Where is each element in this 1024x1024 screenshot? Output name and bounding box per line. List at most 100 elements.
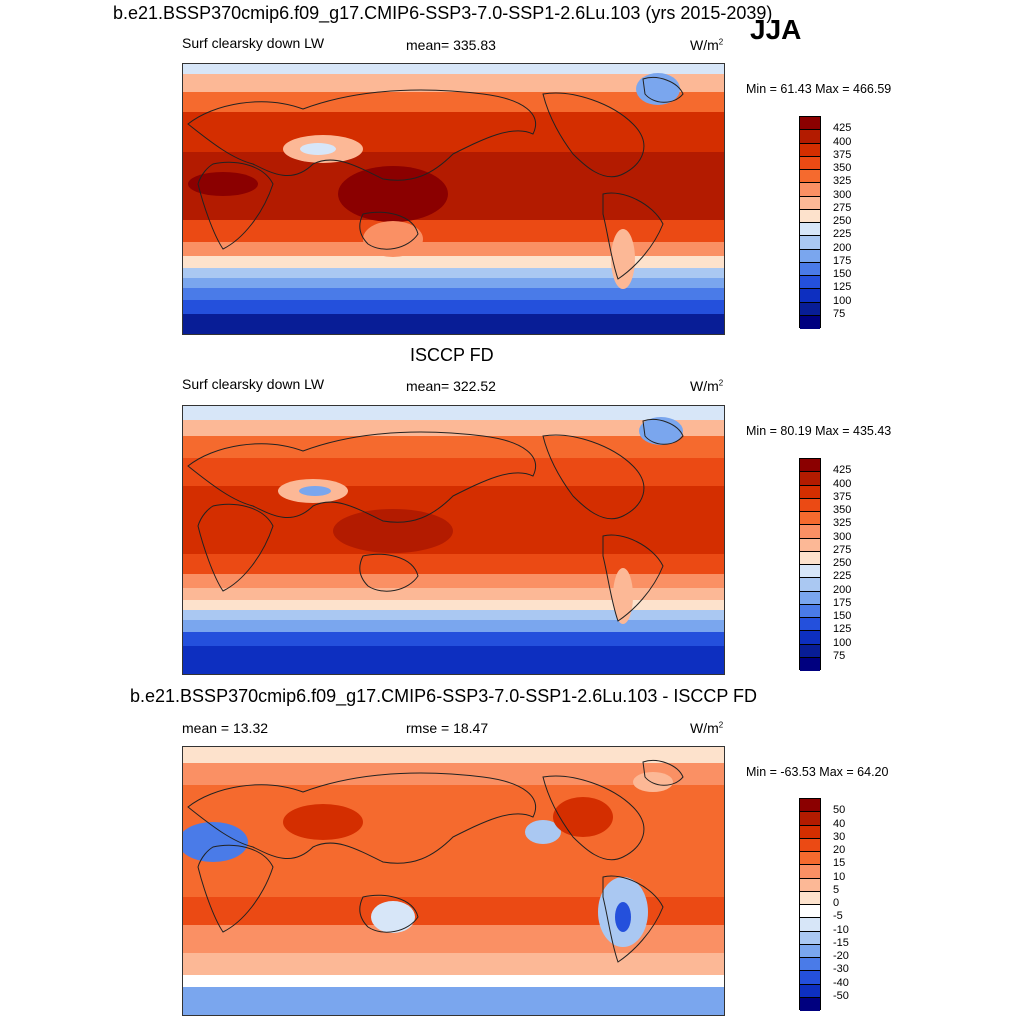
colorbar-swatch xyxy=(800,459,820,473)
colorbar-tick-label: 100 xyxy=(833,636,852,649)
panel1-colorbar xyxy=(799,116,821,329)
colorbar-tick-label: 100 xyxy=(833,294,852,307)
panel2-map xyxy=(182,405,725,675)
panel2-units: W/m2 xyxy=(690,378,724,394)
colorbar-swatch xyxy=(800,905,820,919)
colorbar-swatch xyxy=(800,302,820,316)
panel1-variable-label: Surf clearsky down LW xyxy=(182,35,325,51)
colorbar-tick-label: 350 xyxy=(833,162,852,174)
colorbar-tick-label: 425 xyxy=(833,122,852,135)
panel1-minmax: Min = 61.43 Max = 466.59 xyxy=(746,82,892,96)
panel1-title: b.e21.BSSP370cmip6.f09_g17.CMIP6-SSP3-7.… xyxy=(113,3,773,23)
colorbar-tick-label: 325 xyxy=(833,517,852,530)
colorbar-swatch xyxy=(800,262,820,276)
colorbar-swatch xyxy=(800,551,820,565)
colorbar-swatch xyxy=(800,565,820,579)
colorbar-swatch xyxy=(800,838,820,852)
colorbar-swatch xyxy=(800,485,820,499)
colorbar-tick-label: -50 xyxy=(833,989,849,1002)
colorbar-swatch xyxy=(800,618,820,632)
colorbar-swatch xyxy=(800,209,820,223)
colorbar-swatch xyxy=(800,852,820,866)
colorbar-swatch xyxy=(800,591,820,605)
colorbar-tick-label: -5 xyxy=(833,910,843,923)
colorbar-tick-label: 400 xyxy=(833,477,852,490)
colorbar-swatch xyxy=(800,498,820,512)
colorbar-tick-label: 125 xyxy=(833,281,852,294)
colorbar-swatch xyxy=(800,971,820,985)
panel1-mean-label: mean= 335.83 xyxy=(406,37,496,53)
colorbar-swatch xyxy=(800,249,820,263)
colorbar-tick-label: 200 xyxy=(833,241,852,254)
colorbar-tick-label: 225 xyxy=(833,228,852,241)
colorbar-tick-label: 375 xyxy=(833,490,852,503)
colorbar-swatch xyxy=(800,183,820,197)
colorbar-swatch xyxy=(800,918,820,932)
colorbar-tick-label: -10 xyxy=(833,923,849,936)
colorbar-swatch xyxy=(800,538,820,552)
colorbar-swatch xyxy=(800,223,820,237)
colorbar-tick-label: 400 xyxy=(833,135,852,148)
colorbar-swatch xyxy=(800,944,820,958)
colorbar-tick-label: 0 xyxy=(833,897,840,909)
colorbar-tick-label: 75 xyxy=(833,649,846,662)
colorbar-swatch xyxy=(800,825,820,839)
colorbar-swatch xyxy=(800,117,820,131)
colorbar-tick-label: 375 xyxy=(833,148,852,161)
colorbar-swatch xyxy=(800,512,820,526)
season-label: JJA xyxy=(750,14,802,45)
panel2-minmax: Min = 80.19 Max = 435.43 xyxy=(746,424,892,438)
panel2-title: ISCCP FD xyxy=(410,345,494,365)
panel2-mean-label: mean= 322.52 xyxy=(406,378,496,394)
panel3-colorbar xyxy=(799,798,821,1011)
colorbar-swatch xyxy=(800,472,820,486)
colorbar-swatch xyxy=(800,156,820,170)
colorbar-swatch xyxy=(800,958,820,972)
colorbar-swatch xyxy=(800,891,820,905)
colorbar-swatch xyxy=(800,578,820,592)
colorbar-swatch xyxy=(800,130,820,144)
colorbar-tick-label: 350 xyxy=(833,504,852,516)
colorbar-tick-label: 75 xyxy=(833,307,846,320)
colorbar-tick-label: 325 xyxy=(833,175,852,188)
colorbar-tick-label: -15 xyxy=(833,936,849,949)
colorbar-tick-label: 50 xyxy=(833,804,846,817)
panel1-map xyxy=(182,63,725,335)
colorbar-tick-label: 300 xyxy=(833,530,852,543)
colorbar-tick-label: 15 xyxy=(833,857,846,870)
colorbar-swatch xyxy=(800,657,820,671)
colorbar-tick-label: 200 xyxy=(833,583,852,596)
colorbar-swatch xyxy=(800,799,820,813)
panel3-rmse-label: rmse = 18.47 xyxy=(406,720,489,736)
colorbar-tick-label: 150 xyxy=(833,268,852,280)
colorbar-swatch xyxy=(800,143,820,157)
colorbar-tick-label: 175 xyxy=(833,596,852,609)
colorbar-tick-label: -30 xyxy=(833,963,849,976)
panel3-minmax: Min = -63.53 Max = 64.20 xyxy=(746,765,889,779)
panel3-map xyxy=(182,746,725,1016)
colorbar-swatch xyxy=(800,865,820,879)
colorbar-tick-label: 300 xyxy=(833,188,852,201)
colorbar-tick-label: 275 xyxy=(833,201,852,214)
colorbar-swatch xyxy=(800,631,820,645)
colorbar-tick-label: -40 xyxy=(833,976,849,989)
colorbar-swatch xyxy=(800,525,820,539)
panel3-mean-label: mean = 13.32 xyxy=(182,720,269,736)
colorbar-tick-label: 30 xyxy=(833,830,846,843)
panel3-units: W/m2 xyxy=(690,720,724,736)
colorbar-tick-label: 250 xyxy=(833,215,852,227)
colorbar-tick-label: 125 xyxy=(833,623,852,636)
panel3-title: b.e21.BSSP370cmip6.f09_g17.CMIP6-SSP3-7.… xyxy=(130,686,758,706)
colorbar-swatch xyxy=(800,170,820,184)
colorbar-swatch xyxy=(800,931,820,945)
colorbar-tick-label: 150 xyxy=(833,610,852,622)
colorbar-swatch xyxy=(800,644,820,658)
colorbar-swatch xyxy=(800,812,820,826)
colorbar-swatch xyxy=(800,604,820,618)
colorbar-swatch xyxy=(800,315,820,329)
colorbar-tick-label: 425 xyxy=(833,464,852,477)
colorbar-tick-label: 250 xyxy=(833,557,852,569)
colorbar-swatch xyxy=(800,276,820,290)
colorbar-tick-label: 40 xyxy=(833,817,846,830)
colorbar-tick-label: 175 xyxy=(833,254,852,267)
